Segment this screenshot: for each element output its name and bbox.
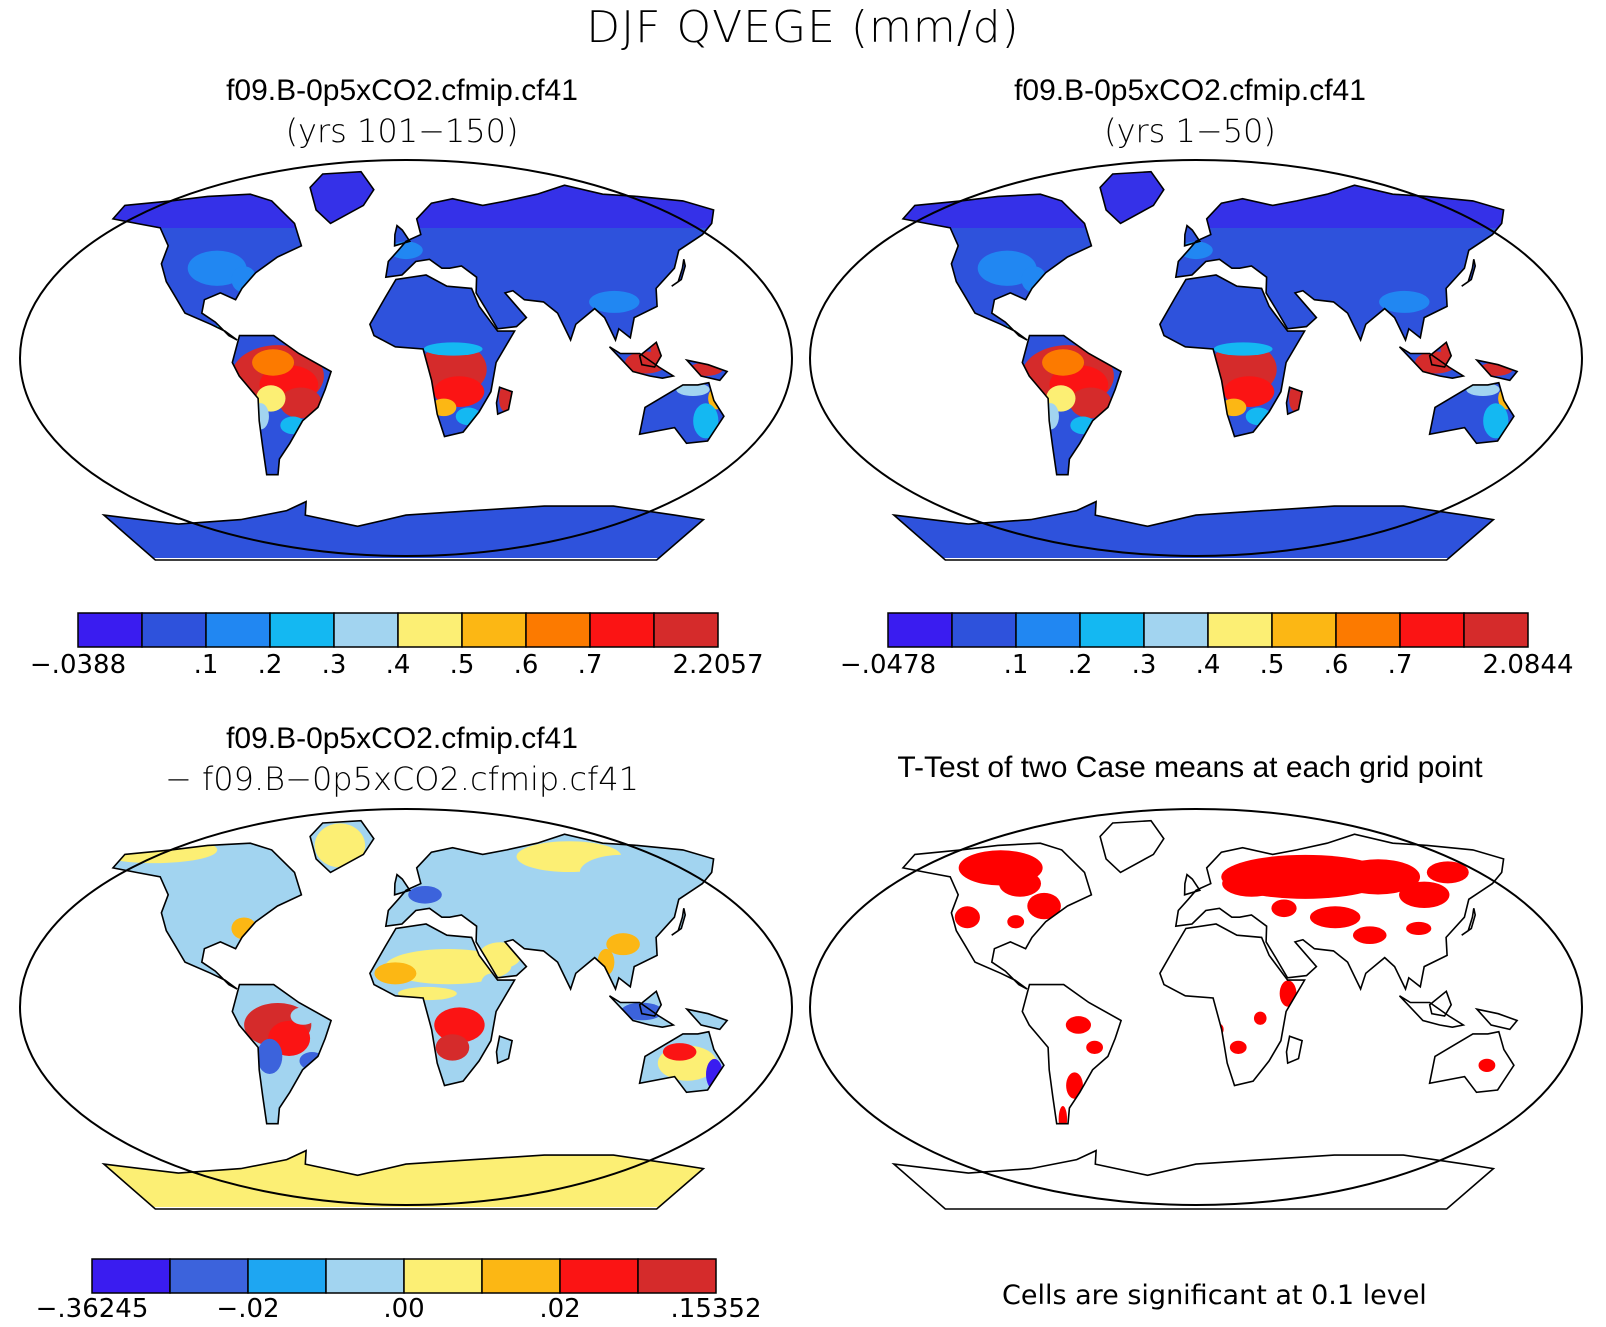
colorbar-tick-label: .15352	[670, 1294, 762, 1324]
colorbar-tick-label: .5	[1259, 650, 1285, 680]
map-frame	[19, 808, 793, 1206]
colorbar-swatch	[461, 612, 527, 648]
colorbar-tick-label: 2.0844	[1482, 650, 1574, 680]
map-panel4	[809, 808, 1583, 1210]
coastlines	[891, 819, 1519, 1210]
coastlines	[101, 170, 729, 561]
colorbar-swatch	[481, 1258, 561, 1294]
colorbar-swatch	[653, 612, 719, 648]
colorbar-tick-label: .02	[539, 1294, 581, 1324]
colorbar-swatch	[169, 1258, 249, 1294]
colorbar-swatch	[91, 1258, 171, 1294]
map-frame	[809, 808, 1583, 1206]
colorbar-swatch	[1079, 612, 1145, 648]
colorbar-swatch	[525, 612, 591, 648]
map-panel3	[19, 808, 793, 1210]
colorbar-tick-label: .6	[513, 650, 539, 680]
colorbar-swatch	[1015, 612, 1081, 648]
colorbar-tick-label: .5	[449, 650, 475, 680]
colorbar-tick-label: .3	[321, 650, 347, 680]
colorbar-swatch	[205, 612, 271, 648]
colorbar-swatch	[589, 612, 655, 648]
colorbar-swatch	[141, 612, 207, 648]
colorbar-tick-label: 2.2057	[672, 650, 764, 680]
colorbar-tick-label: .3	[1131, 650, 1157, 680]
coastlines	[101, 819, 729, 1210]
colorbar-swatch	[1335, 612, 1401, 648]
colorbar-panel3: −.36245 −.02 .00 .02 .15352	[36, 1258, 761, 1327]
colorbar-tick-label: −.0388	[29, 650, 127, 680]
colorbar-swatch	[951, 612, 1017, 648]
colorbar-tick-label: .4	[385, 650, 411, 680]
colorbar-panel1: −.0388 .1 .2 .3 .4 .5 .6 .7 2.2057	[30, 612, 763, 682]
colorbar-swatch	[325, 1258, 405, 1294]
colorbar-swatch	[333, 612, 399, 648]
map-frame	[809, 159, 1583, 557]
colorbar-swatch	[1463, 612, 1529, 648]
coastlines	[891, 170, 1519, 561]
colorbar-tick-label: .4	[1195, 650, 1221, 680]
significance-footnote: Cells are significant at 0.1 level	[1002, 1280, 1427, 1311]
colorbar-tick-label: .6	[1323, 650, 1349, 680]
colorbar-tick-label: −.0478	[839, 650, 937, 680]
colorbar-swatch	[1399, 612, 1465, 648]
panel3-title: f09.B-0p5xCO2.cfmip.cf41	[226, 722, 578, 755]
map-panel1	[19, 159, 793, 561]
colorbar-tick-label: .2	[1067, 650, 1093, 680]
map-frame	[19, 159, 793, 557]
colorbar-panel2: −.0478 .1 .2 .3 .4 .5 .6 .7 2.0844	[840, 612, 1573, 682]
colorbar-tick-label: −.02	[216, 1294, 280, 1324]
colorbar-tick-label: .00	[383, 1294, 425, 1324]
colorbar-swatch	[1207, 612, 1273, 648]
colorbar-tick-label: .1	[193, 650, 219, 680]
colorbar-tick-label: .2	[257, 650, 283, 680]
colorbar-swatch	[397, 612, 463, 648]
panel1-subtitle: (yrs 101−150)	[285, 112, 519, 150]
panel2-subtitle: (yrs 1−50)	[1104, 112, 1276, 150]
panel2-title: f09.B-0p5xCO2.cfmip.cf41	[1014, 74, 1366, 107]
colorbar-tick-label: .1	[1003, 650, 1029, 680]
colorbar-swatch	[247, 1258, 327, 1294]
colorbar-tick-label: .7	[1387, 650, 1413, 680]
colorbar-swatch	[403, 1258, 483, 1294]
colorbar-swatch	[1143, 612, 1209, 648]
colorbar-tick-label: −.36245	[35, 1294, 149, 1324]
map-panel2	[809, 159, 1583, 561]
colorbar-swatch	[637, 1258, 717, 1294]
panel4-title: T-Test of two Case means at each grid po…	[897, 751, 1483, 784]
colorbar-swatch	[1271, 612, 1337, 648]
colorbar-swatch	[77, 612, 143, 648]
colorbar-swatch	[559, 1258, 639, 1294]
panel3-subtitle: − f09.B−0p5xCO2.cfmip.cf41	[165, 760, 639, 798]
colorbar-swatch	[887, 612, 953, 648]
panel1-title: f09.B-0p5xCO2.cfmip.cf41	[226, 74, 578, 107]
colorbar-swatch	[269, 612, 335, 648]
page-title: DJF QVEGE (mm/d)	[586, 2, 1020, 53]
colorbar-tick-label: .7	[577, 650, 603, 680]
